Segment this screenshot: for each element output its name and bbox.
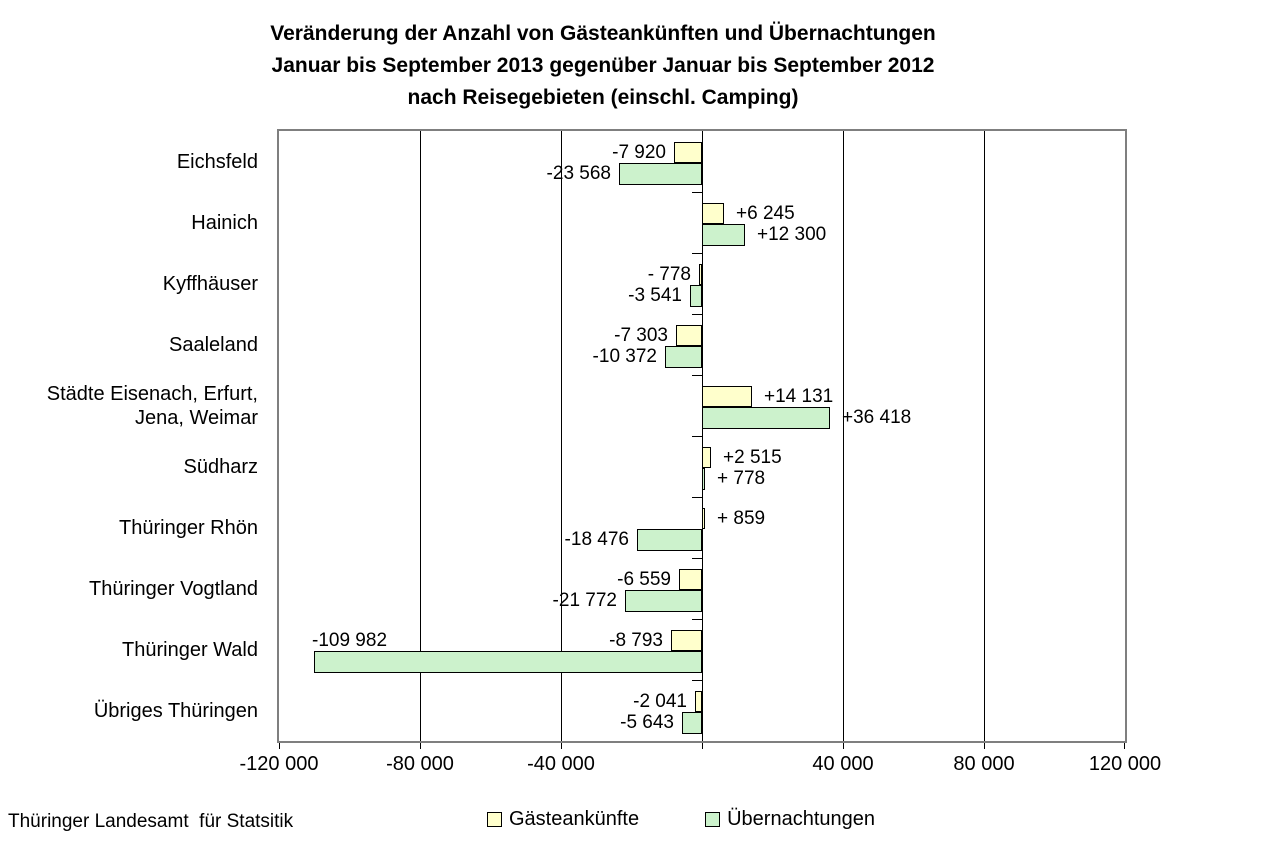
chart-title-line-2: Januar bis September 2013 gegenüber Janu…	[271, 54, 935, 77]
bar-value-label: + 778	[717, 468, 766, 489]
chart-legend: Gästeankünfte Übernachtungen	[487, 809, 875, 829]
value-axis-labels: -120 000 -80 000 -40 000 40 000 80 000 120 00…	[0, 753, 1280, 779]
bar-value-label: -7 920	[612, 142, 666, 163]
bar-value-label: -5 643	[620, 712, 674, 733]
legend-item: Gästeankünfte	[487, 809, 639, 829]
chart-title-line-1: Veränderung der Anzahl von Gästeankünfte…	[270, 22, 936, 45]
bar-overnights	[665, 346, 702, 368]
bar-arrivals	[702, 386, 752, 407]
bar-value-label: +2 515	[723, 447, 782, 468]
x-axis-tick	[843, 743, 844, 749]
bar-arrivals	[699, 264, 702, 285]
gridline	[420, 131, 421, 741]
category-label: Eichsfeld	[176, 150, 258, 173]
bar-overnights	[625, 590, 702, 612]
bar-overnights	[619, 163, 702, 185]
bar-value-label: +6 245	[736, 203, 795, 224]
x-axis-tick	[279, 743, 280, 749]
x-axis-tick-label: 120 000	[1088, 753, 1162, 775]
category-label: Thüringer Wald	[122, 638, 258, 661]
legend-label: Gästeankünfte	[509, 808, 640, 830]
bar-overnights	[682, 712, 702, 734]
category-boundary-tick	[692, 619, 702, 620]
chart-title: Veränderung der Anzahl von Gästeankünfte…	[0, 18, 1206, 114]
gridline	[984, 131, 985, 741]
legend-item: Übernachtungen	[705, 809, 875, 829]
category-label: Übriges Thüringen	[93, 699, 258, 722]
category-boundary-tick	[692, 375, 702, 376]
bar-overnights	[637, 529, 702, 551]
x-axis-tick-label: -40 000	[527, 753, 595, 775]
x-axis-tick-label: 40 000	[812, 753, 874, 775]
x-axis-tick-label: -80 000	[386, 753, 454, 775]
plot-area: -7 920 +6 245 - 778 -7 303 +14 131 +2 515 + 85…	[277, 129, 1127, 749]
bar-value-label: +14 131	[764, 386, 834, 407]
x-axis-tick	[984, 743, 985, 749]
legend-label: Übernachtungen	[727, 808, 875, 830]
bar-overnights	[702, 407, 830, 429]
category-boundary-tick	[692, 680, 702, 681]
bar-value-label: -8 793	[609, 630, 663, 651]
chart-title-line-3: nach Reisegebieten (einschl. Camping)	[407, 86, 799, 109]
zero-axis-line	[702, 131, 703, 741]
bar-value-label: +36 418	[842, 407, 912, 428]
bar-value-label: -21 772	[552, 590, 617, 611]
category-boundary-tick	[692, 192, 702, 193]
bar-value-label: - 778	[647, 264, 691, 285]
x-axis-tick-label: -120 000	[239, 753, 319, 775]
bar-arrivals	[695, 691, 702, 712]
bar-value-label: -23 568	[546, 163, 611, 184]
x-axis-tick	[561, 743, 562, 749]
gridline	[561, 131, 562, 741]
category-axis-labels: Eichsfeld Hainich Kyffhäuser Saaleland Städt…	[0, 131, 258, 741]
bar-value-label: + 859	[717, 508, 766, 529]
bar-value-label: -109 982	[312, 630, 388, 651]
x-axis-tick-label: 80 000	[953, 753, 1015, 775]
category-label: Hainich	[191, 211, 258, 234]
bar-arrivals	[702, 203, 724, 224]
category-label: Städte Eisenach, Erfurt, Jena, Weimar	[46, 382, 258, 429]
category-boundary-tick	[692, 253, 702, 254]
bar-value-label: -7 303	[614, 325, 668, 346]
category-label: Südharz	[183, 455, 259, 478]
bar-arrivals	[679, 569, 702, 590]
bar-value-label: +12 300	[757, 224, 827, 245]
bar-overnights	[702, 468, 705, 490]
bar-value-label: -6 559	[617, 569, 671, 590]
category-label: Thüringer Rhön	[119, 516, 258, 539]
category-label: Thüringer Vogtland	[88, 577, 258, 600]
category-boundary-tick	[692, 497, 702, 498]
bar-arrivals	[671, 630, 702, 651]
category-boundary-tick	[692, 436, 702, 437]
bar-overnights	[690, 285, 702, 307]
category-label: Kyffhäuser	[162, 272, 258, 295]
category-boundary-tick	[692, 558, 702, 559]
bar-arrivals	[702, 447, 711, 468]
legend-swatch	[705, 811, 721, 827]
gridline	[843, 131, 844, 741]
bar-arrivals	[702, 508, 705, 529]
category-boundary-tick	[692, 314, 702, 315]
bar-value-label: -2 041	[633, 691, 687, 712]
bar-value-label: -3 541	[628, 285, 682, 306]
bar-value-label: -18 476	[564, 529, 629, 550]
x-axis-tick	[702, 743, 703, 749]
legend-swatch	[487, 811, 502, 827]
bar-overnights	[314, 651, 702, 673]
category-label: Saaleland	[169, 333, 258, 356]
x-axis-tick	[420, 743, 421, 749]
x-axis-tick	[1124, 743, 1125, 749]
bar-value-label: -10 372	[592, 346, 657, 367]
bar-arrivals	[674, 142, 702, 163]
bar-arrivals	[676, 325, 702, 346]
bar-overnights	[702, 224, 745, 246]
source-note: Thüringer Landesamt für Statsitik	[8, 811, 294, 832]
